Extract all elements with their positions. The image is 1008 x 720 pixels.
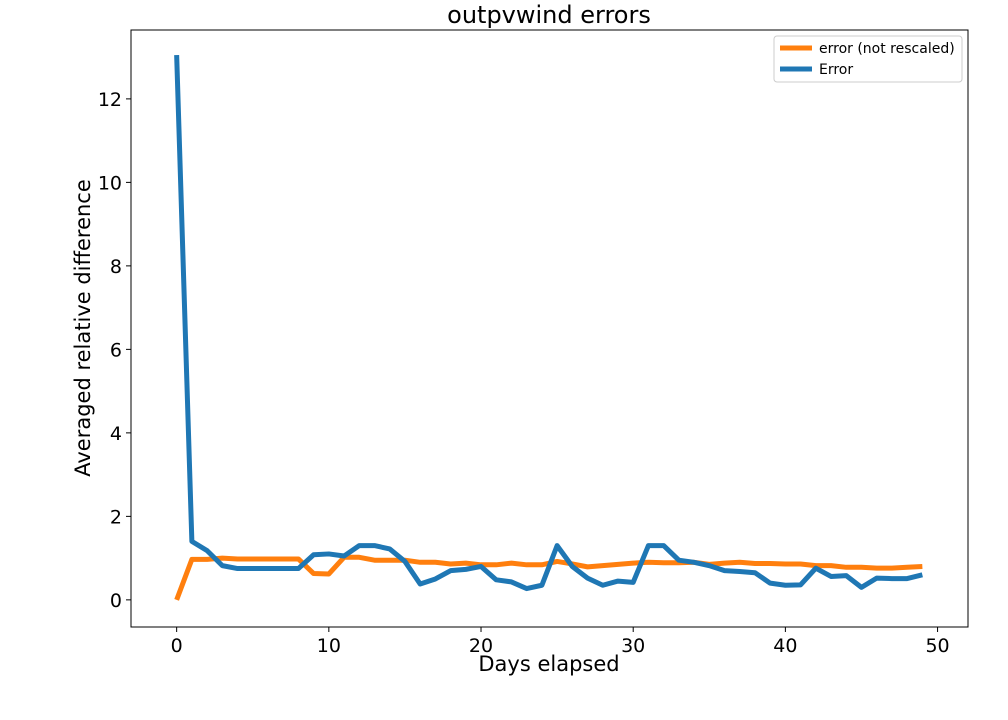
y-tick-label: 10 bbox=[98, 172, 122, 194]
x-axis-label: Days elapsed bbox=[478, 652, 619, 676]
legend-box bbox=[773, 35, 963, 83]
y-axis-label: Averaged relative difference bbox=[71, 179, 95, 477]
legend: error (not rescaled) Error bbox=[773, 35, 963, 83]
legend-label-0: error (not rescaled) bbox=[819, 41, 955, 57]
chart-title: outpvwind errors bbox=[447, 1, 651, 29]
x-tick-label: 40 bbox=[773, 635, 797, 657]
y-tick-label: 8 bbox=[110, 256, 122, 278]
x-tick-label: 10 bbox=[317, 635, 341, 657]
x-axis: 0 10 20 30 40 50 bbox=[171, 627, 950, 657]
x-tick-label: 50 bbox=[925, 635, 949, 657]
y-tick-label: 6 bbox=[110, 339, 122, 361]
y-tick-label: 0 bbox=[110, 590, 122, 612]
x-tick-label: 20 bbox=[469, 635, 493, 657]
series-layer bbox=[174, 54, 923, 601]
y-tick-label: 12 bbox=[98, 89, 122, 111]
x-tick-label: 30 bbox=[621, 635, 645, 657]
legend-label-1: Error bbox=[819, 62, 853, 78]
y-axis: 0 2 4 6 8 10 12 bbox=[98, 89, 131, 612]
plot-frame bbox=[130, 29, 969, 628]
series-line-1 bbox=[174, 54, 923, 592]
y-tick-label: 4 bbox=[110, 423, 122, 445]
x-tick-label: 0 bbox=[171, 635, 183, 657]
y-tick-label: 2 bbox=[110, 506, 122, 528]
